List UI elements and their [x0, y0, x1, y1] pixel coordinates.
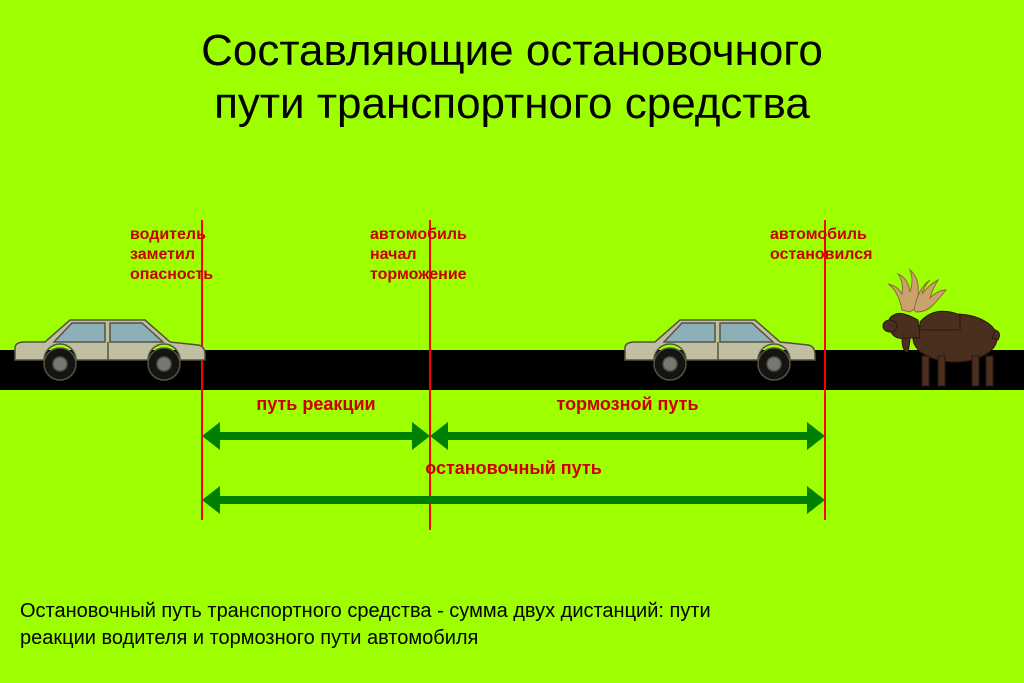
arrow-shaft: [220, 432, 412, 440]
moose-obstacle-icon: [880, 260, 1020, 395]
title-line2: пути транспортного средства: [214, 79, 810, 128]
title-line1: Составляющие остановочного: [201, 26, 823, 75]
car-stopped-position: [620, 300, 820, 395]
arrow-head-left-icon: [202, 422, 220, 450]
arrow-total-label: остановочный путь: [202, 458, 825, 479]
arrow-total-stopping-path: остановочный путь: [202, 486, 825, 514]
label-stopped: автомобиль остановился: [770, 225, 873, 265]
arrow-braking-label: тормозной путь: [430, 394, 825, 415]
arrow-reaction-path: путь реакции: [202, 422, 430, 450]
footnote-text: Остановочный путь транспортного средства…: [20, 598, 711, 652]
arrow-head-left-icon: [202, 486, 220, 514]
arrow-reaction-label: путь реакции: [202, 394, 430, 415]
arrow-head-right-icon: [807, 486, 825, 514]
arrow-head-left-icon: [430, 422, 448, 450]
car-initial-position: [10, 300, 210, 395]
arrow-braking-path: тормозной путь: [430, 422, 825, 450]
diagram-canvas: Составляющие остановочного пути транспор…: [0, 0, 1024, 683]
arrow-head-right-icon: [807, 422, 825, 450]
label-brake-begin: автомобиль начал торможение: [370, 225, 467, 285]
page-title: Составляющие остановочного пути транспор…: [0, 25, 1024, 131]
arrow-head-right-icon: [412, 422, 430, 450]
arrow-shaft: [220, 496, 807, 504]
arrow-shaft: [448, 432, 807, 440]
label-noticed: водитель заметил опасность: [130, 225, 213, 285]
